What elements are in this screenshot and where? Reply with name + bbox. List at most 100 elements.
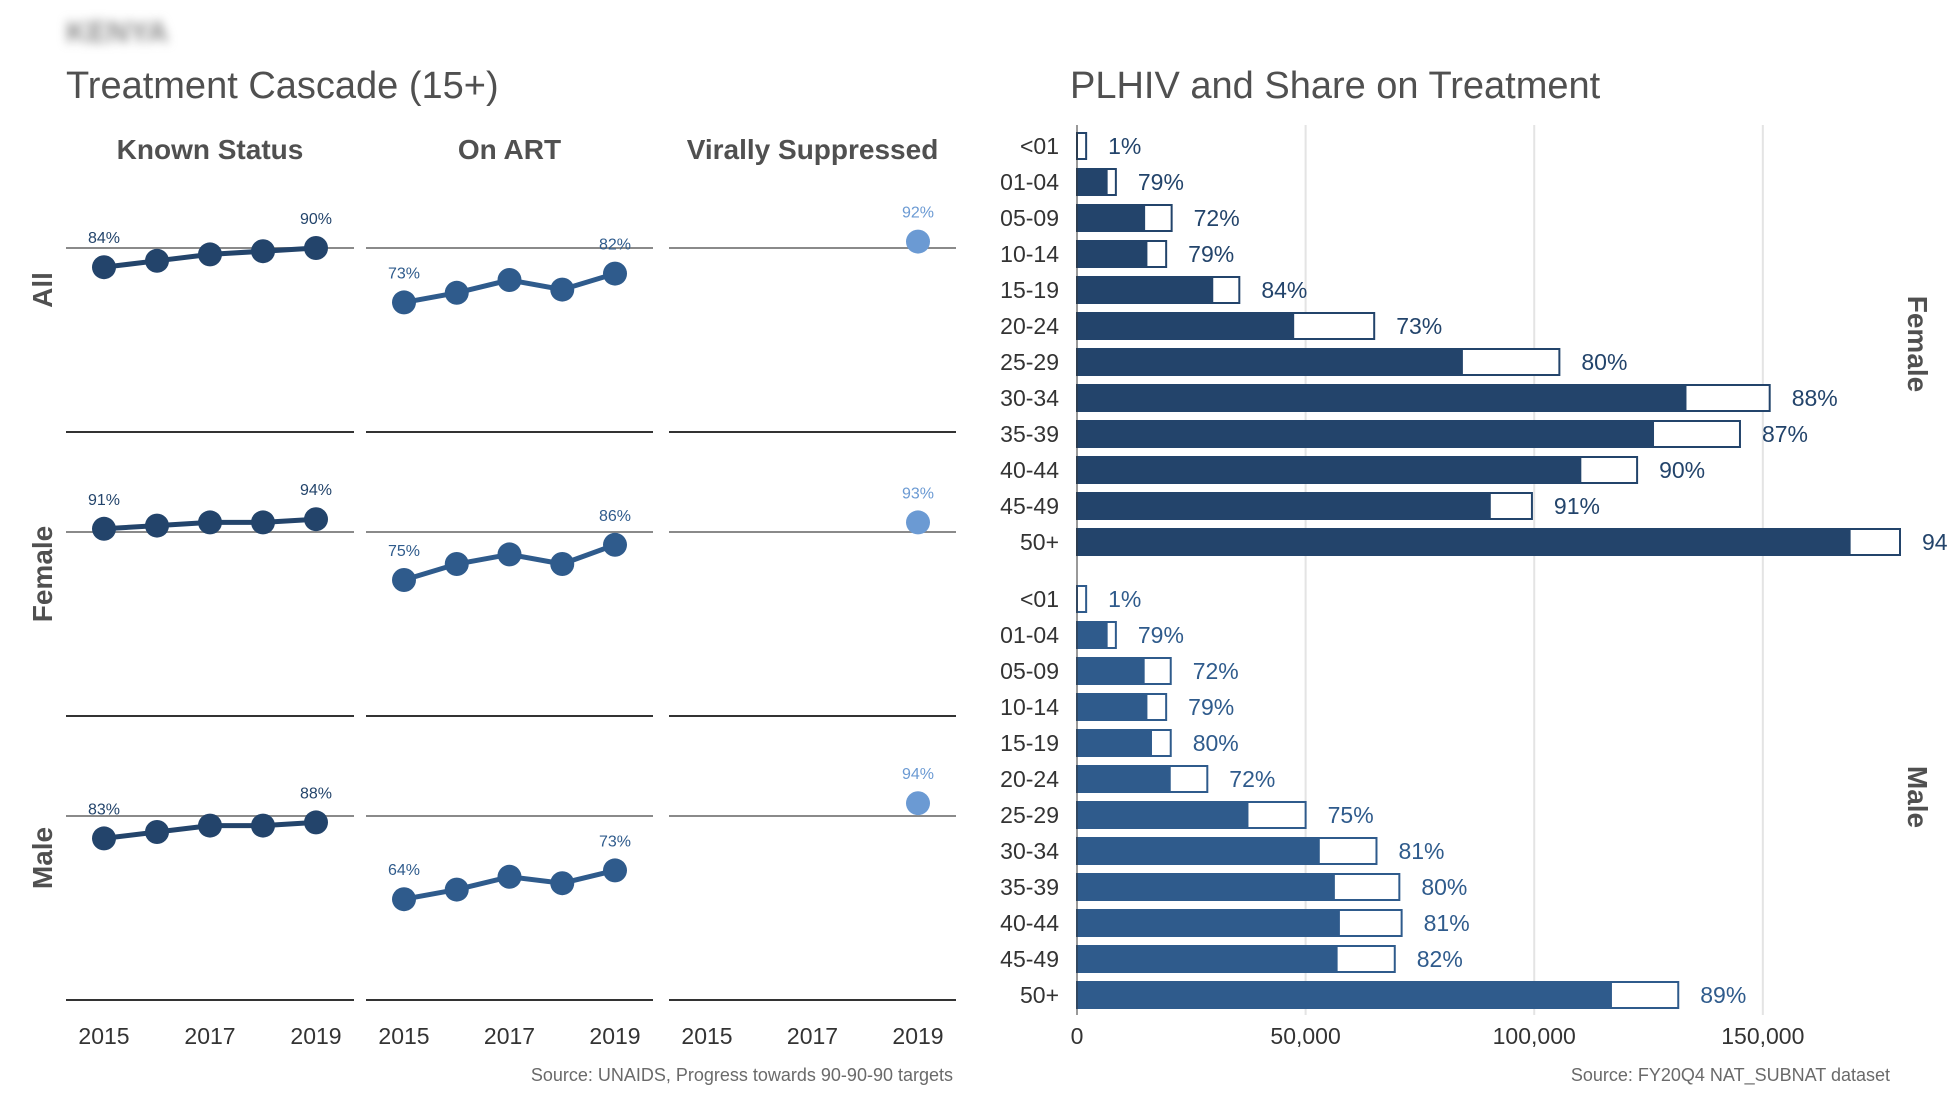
facet-column-header: Known Status xyxy=(117,134,304,165)
cascade-point xyxy=(906,791,930,816)
year-tick-label: 2015 xyxy=(681,1023,732,1049)
cascade-point xyxy=(198,813,222,838)
cascade-point xyxy=(251,813,275,838)
share-on-treatment-label: 80% xyxy=(1193,730,1239,756)
age-band-label: 50+ xyxy=(1020,982,1059,1008)
on-treatment-bar xyxy=(1077,766,1171,792)
age-band-label: 30-34 xyxy=(1000,385,1059,411)
age-band-label: 40-44 xyxy=(1000,910,1059,936)
age-band-label: 20-24 xyxy=(1000,766,1059,792)
cascade-title: Treatment Cascade (15+) xyxy=(66,65,499,107)
on-treatment-bar xyxy=(1077,946,1338,972)
year-tick-label: 2015 xyxy=(378,1023,429,1049)
age-band-label: 15-19 xyxy=(1000,730,1059,756)
age-band-label: 25-29 xyxy=(1000,802,1059,828)
cascade-point xyxy=(251,510,275,535)
age-band-label: 45-49 xyxy=(1000,493,1059,519)
cascade-value-label: 93% xyxy=(902,485,934,502)
share-on-treatment-label: 1% xyxy=(1108,586,1141,612)
cascade-point xyxy=(392,568,416,592)
cascade-point xyxy=(251,239,275,264)
year-tick-label: 2015 xyxy=(78,1023,129,1049)
on-treatment-bar xyxy=(1077,838,1320,864)
cascade-source-note: Source: UNAIDS, Progress towards 90-90-9… xyxy=(531,1065,953,1085)
share-on-treatment-label: 79% xyxy=(1138,169,1184,195)
cascade-point xyxy=(603,858,627,883)
share-on-treatment-label: 84% xyxy=(1261,277,1307,303)
age-band-label: 01-04 xyxy=(1000,622,1059,648)
facet-column-header: On ART xyxy=(458,134,561,165)
cascade-point xyxy=(603,532,627,557)
cascade-value-label: 73% xyxy=(388,265,420,282)
on-treatment-bar xyxy=(1077,493,1491,519)
cascade-chart: Known Status On ART Virally Suppressed All F… xyxy=(27,134,956,1049)
age-band-label: 20-24 xyxy=(1000,313,1059,339)
cascade-point xyxy=(304,236,328,260)
share-on-treatment-label: 82% xyxy=(1417,946,1463,972)
cascade-point xyxy=(145,513,169,538)
share-on-treatment-label: 79% xyxy=(1138,622,1184,648)
facet-row-header: All xyxy=(27,272,58,308)
age-band-label: 15-19 xyxy=(1000,277,1059,303)
share-on-treatment-label: 72% xyxy=(1194,205,1240,231)
age-band-label: 25-29 xyxy=(1000,349,1059,375)
age-band-label: 35-39 xyxy=(1000,874,1059,900)
x-tick-label: 100,000 xyxy=(1493,1023,1576,1049)
share-on-treatment-label: 94% xyxy=(1922,529,1948,555)
on-treatment-bar xyxy=(1077,730,1152,756)
on-treatment-bar xyxy=(1077,694,1148,720)
cascade-point xyxy=(304,507,328,532)
cascade-point xyxy=(145,820,169,844)
on-treatment-bar xyxy=(1077,313,1295,339)
age-band-label: 40-44 xyxy=(1000,457,1059,483)
cascade-point xyxy=(497,268,522,292)
on-treatment-bar xyxy=(1077,457,1582,483)
age-band-label: 05-09 xyxy=(1000,658,1059,684)
year-tick-label: 2019 xyxy=(589,1023,640,1049)
year-tick-label: 2017 xyxy=(184,1023,235,1049)
cascade-point xyxy=(906,510,930,535)
cascade-value-label: 90% xyxy=(300,211,332,228)
cascade-value-label: 94% xyxy=(300,482,332,499)
cascade-value-label: 91% xyxy=(88,492,120,509)
facet-sex-label: Female xyxy=(1902,296,1933,393)
on-treatment-bar xyxy=(1077,910,1340,936)
cascade-point xyxy=(92,255,116,280)
share-on-treatment-label: 80% xyxy=(1421,874,1467,900)
share-on-treatment-label: 91% xyxy=(1554,493,1600,519)
cascade-value-label: 94% xyxy=(902,766,934,783)
cascade-value-label: 86% xyxy=(599,508,631,525)
year-tick-label: 2017 xyxy=(787,1023,838,1049)
on-treatment-bar xyxy=(1077,529,1851,555)
share-on-treatment-label: 73% xyxy=(1396,313,1442,339)
on-treatment-bar xyxy=(1077,169,1108,195)
share-on-treatment-label: 72% xyxy=(1193,658,1239,684)
year-tick-label: 2017 xyxy=(484,1023,535,1049)
cascade-point xyxy=(304,810,328,835)
cascade-point xyxy=(444,877,469,902)
share-on-treatment-label: 89% xyxy=(1700,982,1746,1008)
cascade-point xyxy=(392,290,416,315)
cascade-point xyxy=(198,510,222,535)
age-band-label: 10-14 xyxy=(1000,694,1059,720)
share-on-treatment-label: 88% xyxy=(1792,385,1838,411)
cascade-point xyxy=(906,229,930,254)
cascade-point xyxy=(603,261,627,286)
facet-column-header: Virally Suppressed xyxy=(687,134,939,165)
age-band-label: 10-14 xyxy=(1000,241,1059,267)
cascade-point xyxy=(92,826,116,851)
x-tick-label: 150,000 xyxy=(1721,1023,1804,1049)
cascade-point xyxy=(550,277,575,302)
cascade-value-label: 92% xyxy=(902,205,934,222)
on-treatment-bar xyxy=(1077,622,1108,648)
cascade-value-label: 84% xyxy=(88,230,120,247)
share-on-treatment-label: 79% xyxy=(1188,241,1234,267)
plhiv-bar xyxy=(1076,132,1088,160)
x-tick-label: 0 xyxy=(1071,1023,1084,1049)
plhiv-source-note: Source: FY20Q4 NAT_SUBNAT dataset xyxy=(1571,1065,1890,1086)
cascade-point xyxy=(145,248,169,273)
on-treatment-bar xyxy=(1077,241,1148,267)
country-title: KENYA xyxy=(66,16,168,49)
cascade-point xyxy=(444,280,469,305)
